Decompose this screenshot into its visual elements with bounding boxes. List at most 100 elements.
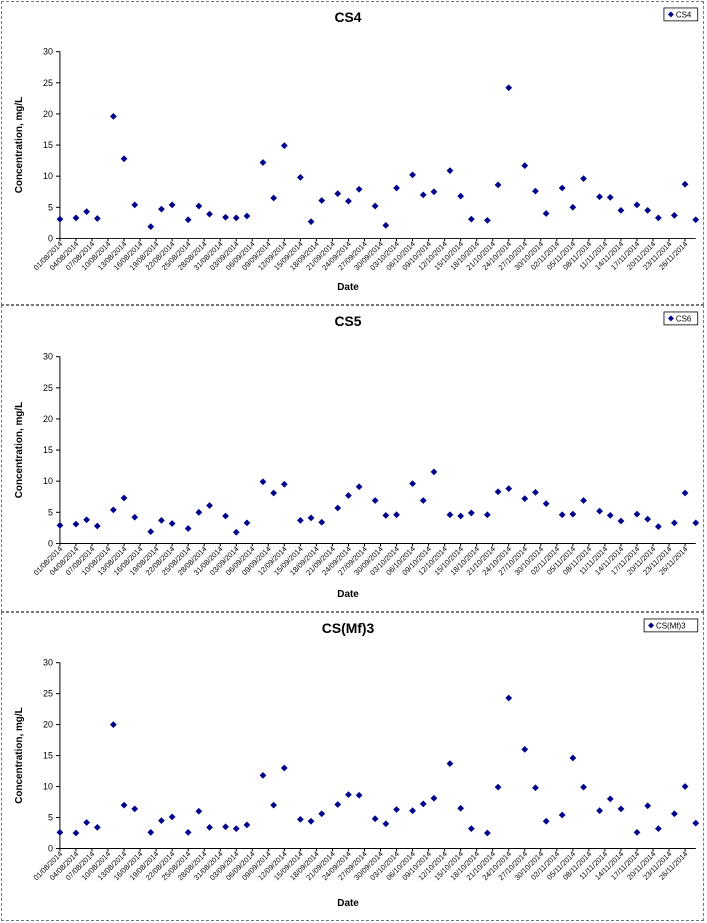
- data-point: [430, 468, 438, 476]
- data-point: [120, 155, 128, 163]
- data-point: [409, 807, 416, 815]
- data-point: [296, 517, 304, 524]
- data-point: [521, 495, 529, 502]
- data-point: [606, 193, 614, 201]
- data-point: [270, 489, 278, 497]
- data-point: [147, 528, 155, 535]
- data-point: [558, 184, 566, 192]
- data-point: [580, 497, 587, 504]
- data-point: [617, 207, 625, 214]
- data-point: [243, 519, 251, 527]
- data-point: [206, 824, 213, 831]
- data-point: [93, 215, 101, 222]
- data-point: [206, 210, 213, 218]
- data-point: [606, 795, 614, 803]
- y-tick-label: 0: [48, 233, 53, 243]
- data-point: [56, 215, 64, 223]
- data-point: [382, 512, 390, 519]
- data-point: [83, 516, 91, 524]
- data-point: [654, 825, 662, 833]
- data-point: [671, 519, 678, 527]
- data-point: [654, 214, 662, 222]
- data-point: [542, 817, 550, 825]
- chart-panel-cs5: CS5 CS6 Concentration, mg/L 0 5 10 15 20 25 30 01/…: [1, 305, 704, 612]
- data-point: [296, 815, 304, 823]
- y-tick-label: 20: [43, 109, 53, 119]
- data-point: [542, 210, 550, 217]
- data-point: [430, 794, 438, 802]
- data-point: [195, 807, 203, 815]
- legend-marker-icon: [648, 622, 655, 629]
- y-tick-label: 5: [48, 202, 53, 212]
- data-point: [259, 478, 267, 486]
- data-point: [232, 214, 240, 222]
- x-axis-label: Date: [337, 898, 359, 909]
- data-point: [168, 201, 176, 209]
- data-point: [334, 504, 342, 512]
- y-tick-label: 15: [43, 751, 53, 761]
- data-point: [692, 819, 700, 827]
- data-point: [430, 188, 438, 196]
- data-point: [681, 489, 689, 497]
- data-point: [371, 497, 379, 504]
- data-point: [168, 520, 176, 527]
- data-point: [147, 223, 155, 230]
- data-point: [558, 811, 566, 819]
- data-point: [158, 817, 165, 824]
- data-point: [569, 754, 577, 762]
- data-point: [195, 508, 203, 516]
- y-tick-label: 20: [43, 414, 53, 424]
- chart-panel-csmf3: CS(Mf)3 CS(Mf)3 Concentration, mg/L 0 5 10 15 2…: [1, 612, 704, 921]
- data-point: [345, 197, 352, 205]
- data-point: [596, 807, 603, 815]
- data-point: [569, 203, 577, 211]
- data-point: [382, 221, 390, 229]
- chart-svg: CS(Mf)3 CS(Mf)3 Concentration, mg/L 0 5 10 15 2…: [14, 618, 700, 909]
- data-point: [355, 483, 363, 491]
- data-point: [393, 806, 400, 813]
- data-point: [318, 810, 326, 818]
- data-point: [222, 512, 229, 520]
- y-axis-label: Concentration, mg/L: [14, 707, 25, 803]
- y-tick-label: 15: [43, 445, 53, 455]
- y-axis-label: Concentration, mg/L: [14, 97, 25, 193]
- legend-marker-icon: [667, 315, 674, 322]
- data-point: [654, 523, 662, 531]
- data-point: [334, 190, 342, 197]
- data-point: [569, 510, 577, 518]
- data-point: [532, 784, 539, 792]
- x-axis-label: Date: [337, 589, 359, 600]
- data-point: [446, 760, 454, 768]
- data-point: [419, 497, 427, 504]
- data-point: [280, 480, 288, 488]
- data-point: [671, 810, 678, 818]
- data-point: [505, 694, 513, 702]
- legend-label: CS4: [676, 10, 692, 19]
- data-point: [521, 162, 529, 169]
- data-point: [371, 202, 379, 210]
- data-point: [195, 202, 203, 210]
- data-point: [72, 829, 80, 837]
- data-point: [467, 509, 475, 517]
- data-point: [120, 801, 128, 809]
- data-point: [232, 528, 240, 536]
- legend-label: CS(Mf)3: [656, 621, 686, 630]
- data-point: [580, 783, 587, 791]
- y-tick-label: 10: [43, 171, 53, 181]
- y-tick-label: 5: [48, 507, 53, 517]
- data-point: [131, 201, 139, 209]
- data-point: [307, 218, 315, 226]
- data-point: [109, 113, 117, 120]
- data-point: [393, 184, 400, 192]
- data-point: [419, 800, 427, 808]
- data-point: [72, 520, 80, 528]
- data-point: [484, 829, 491, 837]
- chart-title: CS4: [335, 9, 362, 25]
- data-point: [83, 819, 91, 826]
- data-point: [318, 197, 326, 204]
- legend-label: CS6: [676, 314, 692, 323]
- data-point: [393, 511, 400, 519]
- data-point: [558, 511, 566, 519]
- data-point: [467, 215, 475, 223]
